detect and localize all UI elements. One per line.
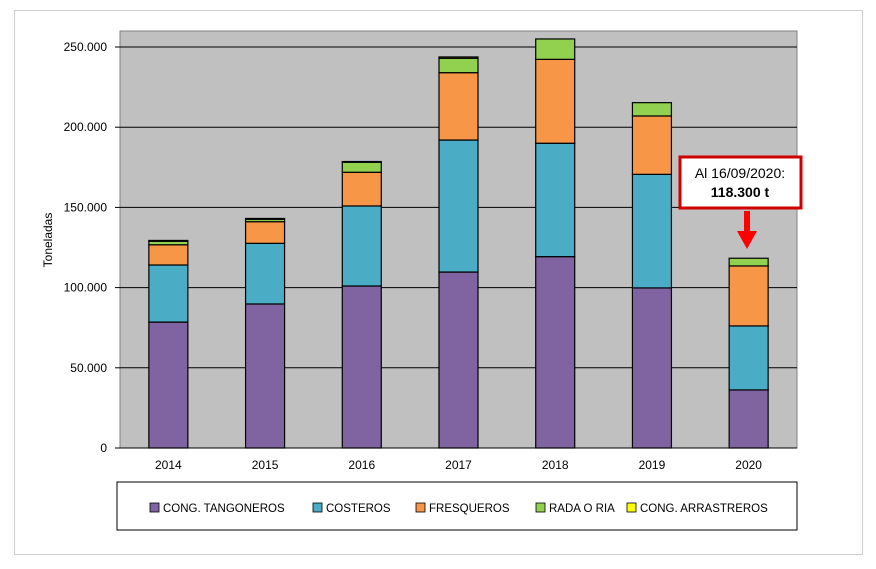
- bar-segment-fresqueros-2018: [535, 58, 576, 144]
- y-tick-label: 0: [100, 441, 107, 455]
- bar-segment-fresqueros-2015: [244, 221, 286, 244]
- bar-segment-costeros-2014: [148, 264, 189, 323]
- legend-swatch: [535, 502, 546, 513]
- y-tick-label: 150.000: [64, 200, 108, 214]
- bar-segment-costeros-2015: [244, 242, 286, 305]
- legend-label: FRESQUEROS: [429, 503, 510, 515]
- bar-segment-rada-o-ria-2016: [341, 161, 382, 173]
- bar-segment-costeros-2020: [728, 325, 769, 391]
- bar-segment-cong-arrastreros-2015: [244, 217, 286, 220]
- annotation: Al 16/09/2020: 118.300 t: [678, 155, 803, 249]
- y-tick-label: 50.000: [70, 361, 107, 375]
- bar-segment-cong-arrastreros-2016: [341, 160, 382, 163]
- legend-swatch: [312, 502, 323, 513]
- bar-segment-cong-tangoneros-2015: [244, 303, 286, 449]
- y-tick-label: 250.000: [64, 40, 108, 54]
- annotation-box: [678, 155, 803, 210]
- bar-segment-cong-tangoneros-2020: [728, 389, 769, 449]
- bar-segment-cong-tangoneros-2019: [631, 287, 673, 449]
- bar-segment-costeros-2017: [438, 139, 479, 273]
- arrow-shaft: [744, 211, 750, 232]
- bar-segment-rada-o-ria-2017: [438, 57, 479, 74]
- bar-segment-costeros-2016: [341, 205, 382, 287]
- x-tick-label: 2019: [639, 458, 666, 472]
- annotation-date: Al 16/09/2020:: [695, 165, 785, 181]
- bar-segment-fresqueros-2016: [341, 171, 382, 207]
- bar-segment-fresqueros-2014: [148, 244, 189, 266]
- bar-segment-rada-o-ria-2019: [631, 102, 673, 117]
- bar-segment-cong-tangoneros-2017: [438, 271, 479, 449]
- bar-segment-fresqueros-2017: [438, 72, 479, 141]
- legend-label: CONG. ARRASTREROS: [640, 503, 768, 515]
- legend-label: CONG. TANGONEROS: [163, 503, 285, 515]
- annotation-value: 118.300 t: [711, 184, 770, 200]
- y-tick-label: 100.000: [64, 281, 108, 295]
- x-tick-label: 2015: [252, 458, 279, 472]
- y-axis-label: Toneladas: [41, 213, 55, 268]
- chart-frame: [14, 10, 863, 555]
- legend: [116, 481, 798, 531]
- bar-segment-costeros-2019: [631, 173, 673, 289]
- bar-segment-cong-tangoneros-2016: [341, 285, 382, 449]
- legend-swatch: [626, 502, 637, 513]
- bar-segment-cong-tangoneros-2014: [148, 321, 189, 449]
- legend-label: RADA O RIA: [549, 503, 615, 515]
- legend-label: COSTEROS: [326, 503, 391, 515]
- x-tick-label: 2018: [542, 458, 569, 472]
- legend-swatch: [149, 502, 160, 513]
- legend-swatch: [415, 502, 426, 513]
- x-tick-label: 2017: [445, 458, 472, 472]
- bar-segment-fresqueros-2020: [728, 265, 769, 327]
- bar-segment-rada-o-ria-2018: [535, 38, 576, 60]
- bar-segment-cong-tangoneros-2018: [535, 256, 576, 449]
- bar-segment-rada-o-ria-2020: [728, 257, 769, 267]
- y-tick-label: 200.000: [64, 120, 108, 134]
- x-tick-label: 2020: [735, 458, 762, 472]
- x-tick-label: 2014: [155, 458, 182, 472]
- bar-segment-costeros-2018: [535, 142, 576, 258]
- x-tick-label: 2016: [348, 458, 375, 472]
- bar-segment-cong-arrastreros-2017: [438, 56, 479, 59]
- bar-segment-cong-arrastreros-2014: [148, 239, 189, 242]
- bar-segment-fresqueros-2019: [631, 115, 673, 175]
- arrow-down-icon: [737, 231, 757, 249]
